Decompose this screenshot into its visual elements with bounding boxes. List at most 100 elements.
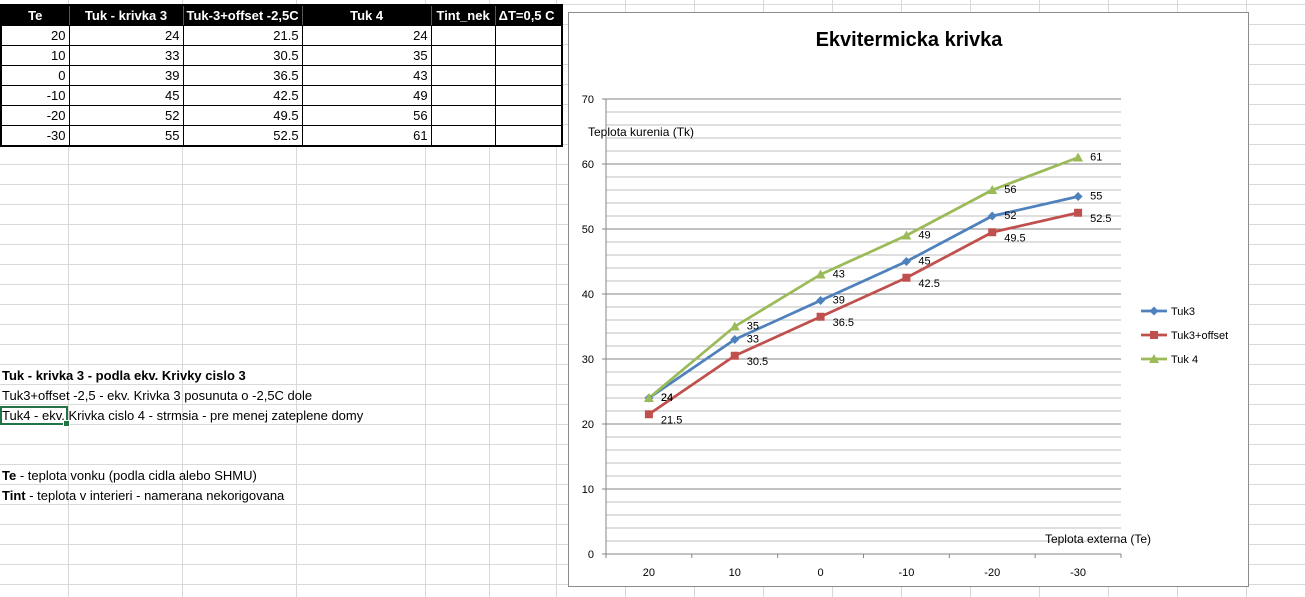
legend-entry: Tuk3+offset (1171, 330, 1228, 342)
note-line-3[interactable]: Tuk4 - ekv. Krivka cislo 4 - strmsia - p… (2, 408, 364, 423)
table-cell[interactable]: 39 (68, 65, 184, 86)
note-line-4-key: Te (2, 468, 17, 483)
table-cell[interactable]: 49.5 (182, 105, 303, 126)
legend-marker (1149, 306, 1159, 316)
table-cell[interactable]: -10 (0, 85, 70, 106)
table-cell[interactable]: 24 (68, 25, 184, 46)
data-point (643, 393, 654, 402)
data-point (1074, 208, 1083, 217)
chart-area[interactable]: 0 10 20 30 40 50 60 70 20 10 0 -10 -20 -30 Ekvitermic… (568, 12, 1249, 587)
table-cell[interactable]: 43 (301, 65, 432, 86)
table-cell[interactable]: -20 (0, 105, 70, 126)
data-label: 49.5 (1004, 232, 1025, 244)
data-point (987, 211, 997, 221)
table-cell[interactable] (494, 65, 563, 86)
table-cell[interactable] (430, 85, 496, 106)
data-point (730, 351, 739, 360)
data-label: 43 (833, 269, 845, 281)
data-point (901, 257, 911, 266)
x-tick-label: 10 (729, 567, 741, 579)
table-cell[interactable]: 10 (0, 45, 70, 66)
data-point (902, 273, 911, 282)
header-tuk3-offset[interactable]: Tuk-3+offset -2,5C (182, 4, 303, 26)
note-line-4-text: - teplota vonku (podla cidla alebo SHMU) (16, 468, 257, 483)
note-line-4[interactable]: Te - teplota vonku (podla cidla alebo SH… (2, 466, 257, 485)
data-label: 52.5 (1090, 213, 1111, 225)
data-point (644, 410, 653, 419)
table-header-row: Te Tuk - krivka 3 Tuk-3+offset -2,5C Tuk… (0, 4, 563, 26)
data-label: 39 (833, 295, 845, 307)
table-cell[interactable] (430, 65, 496, 86)
note-line-2[interactable]: Tuk3+offset -2,5 - ekv. Krivka 3 posunut… (2, 388, 313, 403)
data-point (901, 230, 912, 240)
note-line-1[interactable]: Tuk - krivka 3 - podla ekv. Krivky cislo… (2, 366, 246, 385)
table-row: 10 33 30.5 35 (0, 45, 563, 66)
table-cell[interactable] (430, 45, 496, 66)
table-cell[interactable]: 36.5 (182, 65, 303, 86)
data-label: 33 (747, 334, 759, 346)
table-cell[interactable]: 45 (68, 85, 184, 106)
table-cell[interactable] (494, 85, 563, 106)
y-tick-label: 40 (582, 289, 594, 301)
table-cell[interactable]: -30 (0, 125, 70, 147)
data-label: 36.5 (833, 317, 854, 329)
data-label: 56 (1004, 184, 1016, 196)
y-tick-label: 30 (582, 354, 594, 366)
data-point (815, 269, 826, 279)
table-cell[interactable]: 35 (301, 45, 432, 66)
table-cell[interactable]: 49 (301, 85, 432, 106)
series-line-tuk3-offset (648, 211, 1079, 416)
y-tick-label: 10 (582, 484, 594, 496)
header-tuk-4[interactable]: Tuk 4 (301, 4, 432, 26)
table-cell[interactable]: 55 (68, 125, 184, 147)
table-cell[interactable]: 30.5 (182, 45, 303, 66)
data-point (987, 185, 998, 194)
data-label: 52 (1004, 210, 1016, 222)
series-line-tuk-4 (648, 156, 1079, 400)
data-point (1073, 192, 1083, 201)
data-label: 24 (661, 392, 673, 404)
table-cell[interactable]: 21.5 (182, 25, 303, 46)
table-cell[interactable]: 0 (0, 65, 70, 86)
table-cell[interactable]: 52 (68, 105, 184, 126)
table-cell[interactable]: 24 (301, 25, 432, 46)
header-delta-t[interactable]: ΔT=0,5 C (494, 4, 563, 26)
chart-svg: 0 10 20 30 40 50 60 70 20 10 0 -10 -20 -30 Ekvitermic… (582, 29, 1228, 579)
data-label: 24 (661, 392, 673, 404)
note-line-5[interactable]: Tint - teplota v interieri - namerana ne… (2, 486, 284, 505)
x-axis-title: Teplota externa (Te) (1045, 532, 1151, 546)
note-line-5-text: - teplota v interieri - namerana nekorig… (25, 488, 285, 503)
y-tick-label: 50 (582, 224, 594, 236)
header-tint-nek[interactable]: Tint_nek (430, 4, 496, 26)
table-cell[interactable]: 61 (301, 125, 432, 147)
data-label: 21.5 (661, 414, 682, 426)
table-cell[interactable] (494, 125, 563, 147)
table-cell[interactable] (430, 25, 496, 46)
data-point (730, 335, 740, 344)
table-body: 20 24 21.5 24 10 33 30.5 35 0 39 36.5 43 -10 45 42.5 49… (0, 25, 563, 147)
table-cell[interactable] (430, 105, 496, 126)
table-cell[interactable]: 56 (301, 105, 432, 126)
table-cell[interactable] (430, 125, 496, 147)
table-cell[interactable] (494, 45, 563, 66)
table-cell[interactable] (494, 105, 563, 126)
table-cell[interactable]: 20 (0, 25, 70, 46)
table-cell[interactable]: 52.5 (182, 125, 303, 147)
table-cell[interactable] (494, 25, 563, 46)
table-row: -30 55 52.5 61 (0, 125, 563, 147)
table-cell[interactable]: 33 (68, 45, 184, 66)
data-label: 45 (918, 256, 930, 268)
data-label: 35 (747, 321, 759, 333)
y-tick-label: 20 (582, 419, 594, 431)
header-te[interactable]: Te (0, 4, 70, 26)
table-row: 20 24 21.5 24 (0, 25, 563, 46)
legend-entry: Tuk3 (1171, 306, 1195, 318)
legend-marker (1149, 354, 1159, 363)
header-tuk-krivka-3[interactable]: Tuk - krivka 3 (68, 4, 184, 26)
x-tick-label: 20 (643, 567, 655, 579)
table-cell[interactable]: 42.5 (182, 85, 303, 106)
legend-marker (1150, 331, 1158, 339)
data-label: 61 (1090, 152, 1102, 164)
y-axis-title: Teplota kurenia (Tk) (588, 125, 694, 139)
note-line-5-key: Tint (2, 488, 26, 503)
